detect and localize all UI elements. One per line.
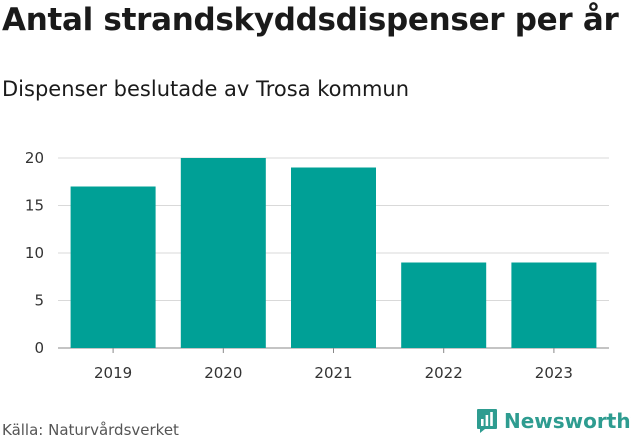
- bars: [70, 158, 597, 348]
- y-tick-label: 20: [25, 149, 44, 167]
- x-axis: 2019 2020 2021 2022 2023: [94, 348, 573, 382]
- x-tick-label: 2021: [314, 364, 352, 382]
- x-tick-label: 2020: [204, 364, 242, 382]
- y-tick-label: 10: [25, 244, 44, 262]
- chart-logo-icon: [477, 409, 497, 433]
- y-tick-label: 5: [34, 292, 44, 310]
- brand-name: Newsworthy: [504, 409, 631, 433]
- bar-2022: [401, 262, 487, 348]
- x-tick-label: 2019: [94, 364, 132, 382]
- bar-2021: [291, 167, 376, 348]
- x-tick-label: 2022: [425, 364, 463, 382]
- bar-2023: [511, 262, 597, 348]
- source-note: Källa: Naturvårdsverket: [2, 421, 179, 439]
- y-axis: 0 5 10 15 20: [25, 149, 44, 357]
- x-tick-label: 2023: [535, 364, 573, 382]
- y-tick-label: 15: [25, 197, 44, 215]
- bar-2019: [70, 186, 156, 348]
- chart-subtitle: Dispenser beslutade av Trosa kommun: [2, 77, 410, 101]
- chart-title: Antal strandskyddsdispenser per år: [2, 2, 619, 38]
- bar-2020: [180, 158, 266, 348]
- brand-logo: Newsworthy: [476, 408, 631, 434]
- y-tick-label: 0: [34, 339, 44, 357]
